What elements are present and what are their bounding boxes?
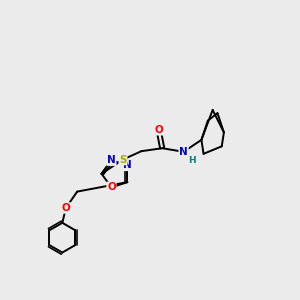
Text: S: S [119, 154, 127, 164]
Text: O: O [107, 182, 116, 192]
Text: N: N [123, 160, 132, 170]
Text: O: O [154, 125, 163, 135]
Text: H: H [188, 156, 196, 165]
Text: N: N [107, 155, 116, 165]
Text: O: O [61, 203, 70, 213]
Text: N: N [179, 147, 188, 157]
